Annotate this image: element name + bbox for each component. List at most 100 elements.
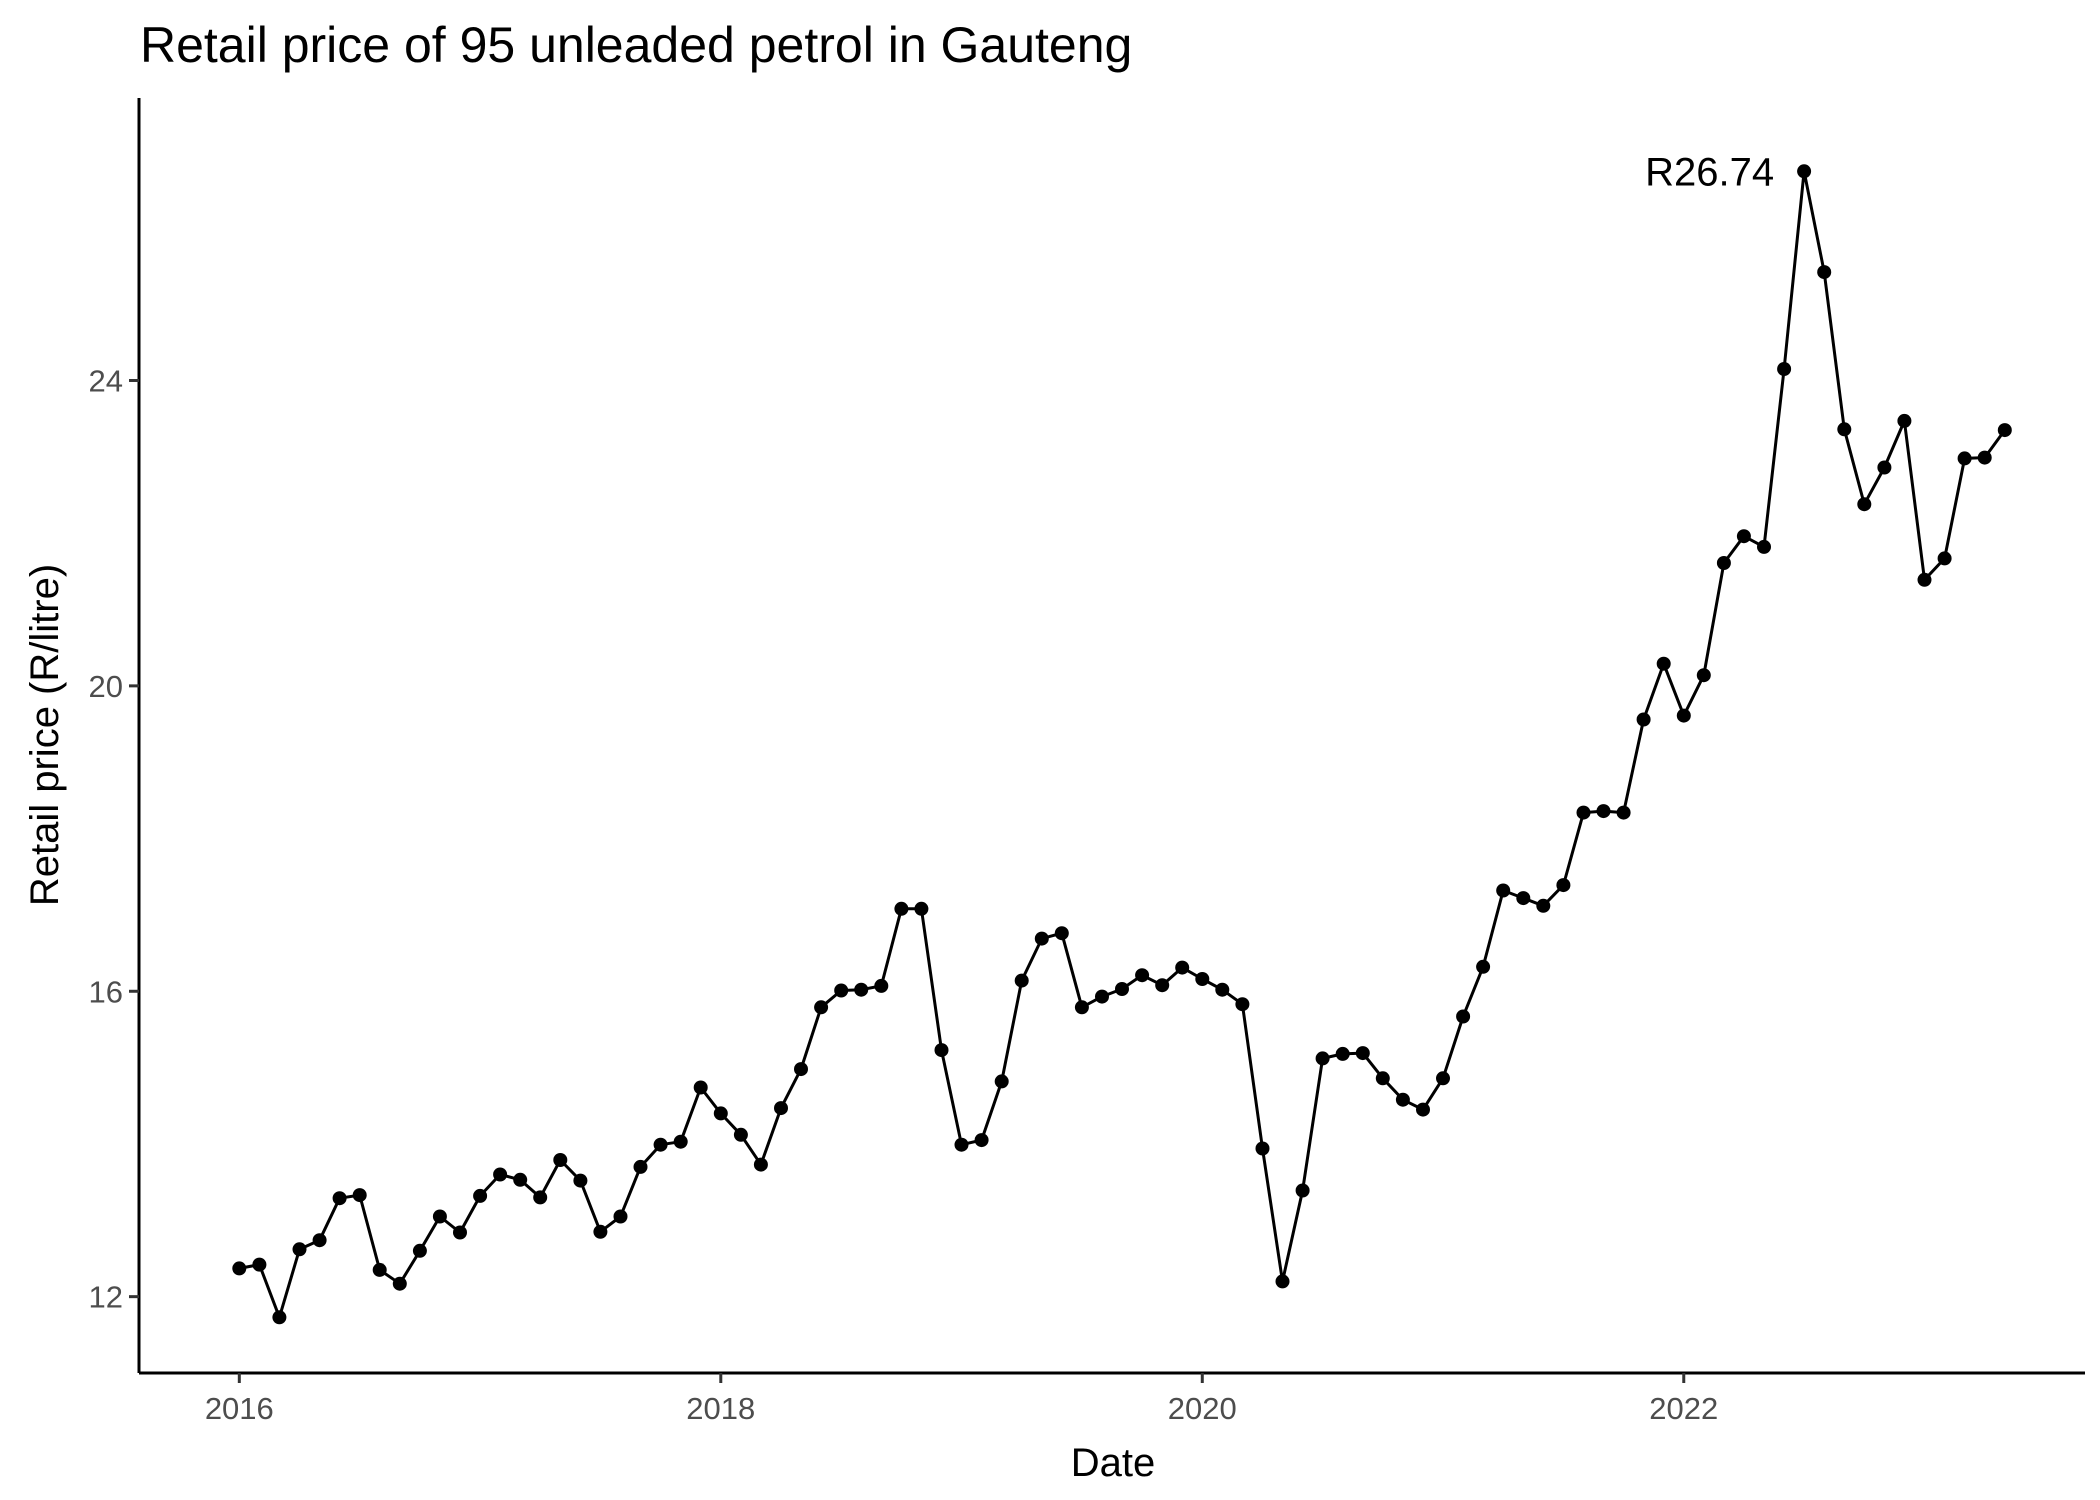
data-point — [1937, 551, 1952, 566]
y-tick-label: 16 — [89, 974, 123, 1009]
data-point — [834, 983, 849, 998]
data-point — [733, 1127, 748, 1142]
data-point — [1375, 1071, 1390, 1086]
data-point — [1636, 712, 1651, 727]
data-point — [994, 1074, 1009, 1089]
data-point — [493, 1167, 508, 1182]
data-point — [1877, 460, 1892, 475]
data-point — [272, 1310, 287, 1325]
data-point — [1536, 898, 1551, 913]
data-point — [1736, 529, 1751, 544]
series-line — [239, 169, 2007, 1319]
data-point — [914, 901, 929, 916]
data-point — [473, 1188, 488, 1203]
x-axis-title: Date — [1071, 1441, 1156, 1485]
data-point — [533, 1190, 548, 1205]
data-point — [1335, 1046, 1350, 1061]
data-point — [1857, 497, 1872, 512]
data-point — [753, 1157, 768, 1172]
x-tick-label: 2018 — [686, 1391, 755, 1426]
y-axis-title: Retail price (R/litre) — [23, 564, 67, 906]
data-point — [1456, 1009, 1471, 1024]
data-point — [1616, 805, 1631, 820]
data-point — [613, 1209, 628, 1224]
data-point — [1034, 931, 1049, 946]
data-point — [1275, 1274, 1290, 1289]
data-point — [432, 1209, 447, 1224]
data-point — [1135, 968, 1150, 983]
x-axis-ticks: 2016 2018 2020 2022 — [205, 1373, 1718, 1426]
data-point — [412, 1243, 427, 1258]
data-point — [1777, 362, 1792, 376]
data-point — [513, 1172, 528, 1187]
data-point — [453, 1225, 467, 1240]
data-point — [1817, 265, 1832, 280]
data-point — [1516, 891, 1531, 906]
data-point — [1175, 960, 1190, 975]
data-point — [332, 1191, 347, 1206]
data-point — [1255, 1141, 1270, 1156]
data-point — [1054, 926, 1069, 941]
data-point — [1576, 805, 1591, 820]
axes — [137, 98, 2085, 1375]
data-point — [774, 1101, 788, 1116]
data-series — [239, 169, 2007, 1319]
data-point — [1716, 556, 1731, 570]
data-point — [1696, 668, 1711, 683]
data-point — [874, 978, 889, 993]
x-tick-label: 2016 — [205, 1391, 274, 1426]
y-tick-label: 20 — [89, 669, 123, 704]
data-point — [1797, 164, 1812, 179]
data-point — [653, 1137, 668, 1152]
data-point — [1436, 1071, 1450, 1086]
data-point — [1757, 539, 1771, 554]
data-point — [1656, 656, 1671, 671]
chart-title: Retail price of 95 unleaded petrol in Ga… — [140, 17, 1132, 73]
data-point — [252, 1257, 267, 1272]
data-point — [854, 982, 869, 997]
data-point — [1496, 883, 1511, 898]
data-point — [553, 1153, 568, 1167]
data-point — [372, 1262, 387, 1277]
data-point — [392, 1276, 407, 1291]
data-point — [1917, 572, 1932, 587]
data-point — [1395, 1092, 1410, 1107]
data-point — [1416, 1102, 1430, 1117]
y-tick-label: 12 — [89, 1280, 123, 1315]
data-point — [1596, 804, 1611, 819]
data-point — [312, 1233, 327, 1248]
peak-annotation: R26.74 — [1645, 150, 1774, 194]
x-tick-label: 2022 — [1649, 1391, 1718, 1426]
data-point — [633, 1159, 648, 1174]
data-point — [1014, 973, 1029, 988]
x-tick-label: 2020 — [1168, 1391, 1237, 1426]
data-point — [1155, 978, 1170, 993]
data-point — [1997, 423, 2012, 438]
data-point — [573, 1173, 588, 1188]
data-point — [1195, 972, 1210, 986]
data-point — [1897, 413, 1912, 428]
data-point — [794, 1062, 808, 1077]
data-point — [894, 901, 909, 916]
data-point — [814, 1000, 829, 1015]
data-points — [232, 164, 2012, 1325]
data-point — [713, 1106, 728, 1121]
data-point — [1556, 878, 1571, 893]
data-point — [934, 1043, 949, 1058]
data-point — [974, 1133, 989, 1148]
data-point — [1355, 1046, 1370, 1061]
data-point — [352, 1188, 367, 1203]
data-point — [1977, 450, 1992, 465]
data-point — [232, 1261, 247, 1276]
data-point — [954, 1137, 969, 1152]
data-point — [1837, 422, 1852, 437]
data-point — [693, 1080, 708, 1095]
data-point — [1295, 1183, 1310, 1198]
data-point — [673, 1134, 688, 1149]
data-point — [1957, 451, 1972, 466]
data-point — [1115, 982, 1129, 996]
data-point — [1476, 959, 1491, 974]
data-point — [1235, 997, 1250, 1012]
data-point — [1315, 1051, 1330, 1066]
